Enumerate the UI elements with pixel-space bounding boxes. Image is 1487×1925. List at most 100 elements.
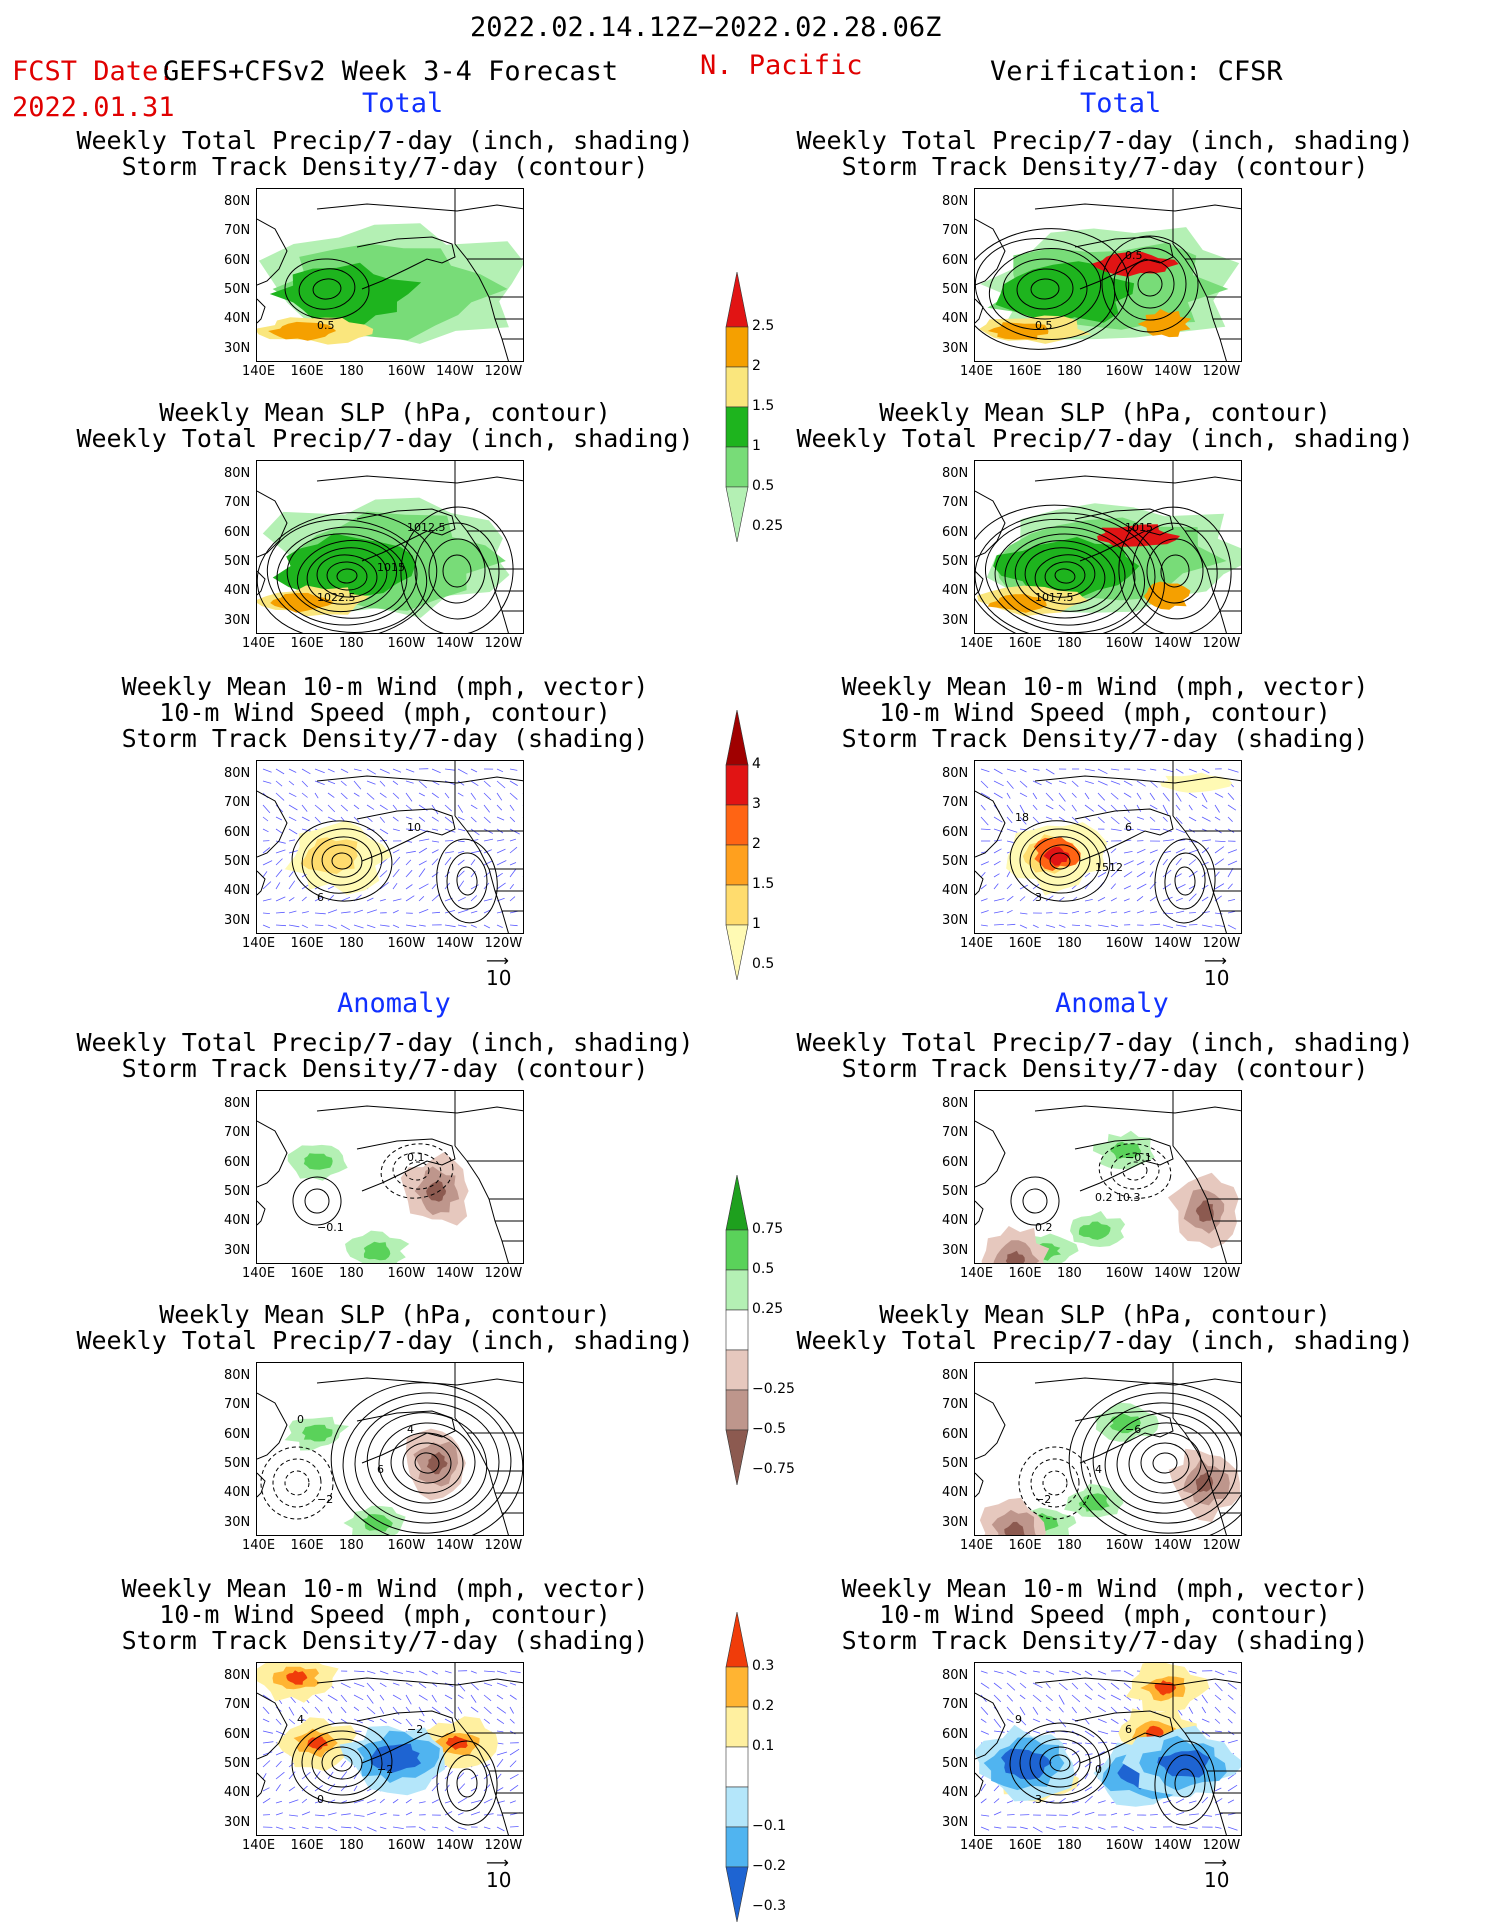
panel-title-line: Weekly Mean 10-m Wind (mph, vector) bbox=[121, 672, 649, 701]
colorbar-label: 2 bbox=[752, 358, 761, 374]
panel-title-line: Storm Track Density/7-day (contour) bbox=[841, 1054, 1369, 1083]
lat-tick-label: 80N bbox=[224, 1368, 251, 1383]
coastline bbox=[257, 189, 523, 361]
contour-set bbox=[292, 1176, 342, 1226]
lat-tick-label: 80N bbox=[224, 766, 251, 781]
lon-tick-label: 180 bbox=[339, 1538, 364, 1553]
lon-tick-label: 160E bbox=[1008, 364, 1042, 379]
colorbar-precip_anom bbox=[725, 1175, 749, 1485]
vector-reference-value: 10 bbox=[486, 966, 512, 990]
map-verification-5: −2 −6 4 bbox=[974, 1362, 1242, 1536]
precip-shade bbox=[1137, 309, 1192, 338]
map-verification-6: 3 6 0 9 bbox=[974, 1662, 1242, 1836]
contour-label: 0.2 bbox=[1035, 1221, 1053, 1234]
lat-tick-label: 80N bbox=[942, 194, 969, 209]
panel-title-line: Weekly Mean 10-m Wind (mph, vector) bbox=[121, 1574, 649, 1603]
contour-set bbox=[284, 258, 370, 320]
lat-tick-label: 50N bbox=[224, 553, 251, 569]
lon-tick-label: 160E bbox=[1008, 936, 1042, 951]
panel-title-line: Storm Track Density/7-day (contour) bbox=[121, 1054, 649, 1083]
lat-tick-label: 60N bbox=[942, 524, 969, 540]
lat-tick-label: 70N bbox=[224, 1125, 251, 1141]
lat-tick-label: 50N bbox=[224, 281, 251, 297]
lon-tick-label: 120W bbox=[1202, 1538, 1241, 1553]
lon-tick-label: 140E bbox=[242, 936, 276, 951]
panel-title-line: Weekly Total Precip/7-day (inch, shading… bbox=[796, 1028, 1414, 1057]
lat-tick-label: 30N bbox=[224, 1814, 251, 1830]
contour-label: 0.5 bbox=[317, 319, 335, 332]
lon-tick-label: 120W bbox=[1202, 1266, 1241, 1281]
lat-tick-label: 70N bbox=[224, 223, 251, 239]
map-verification-4: 0.2 −0.1 0.2 10.3 bbox=[974, 1090, 1242, 1264]
colorbar-label: 0.5 bbox=[752, 956, 775, 972]
lat-tick-label: 80N bbox=[224, 194, 251, 209]
lat-tick-label: 70N bbox=[942, 1125, 969, 1141]
colorbar-segment bbox=[725, 884, 749, 926]
panel-title-line: Weekly Total Precip/7-day (inch, shading… bbox=[76, 126, 694, 155]
storm-shade bbox=[1043, 846, 1070, 866]
panel-title-line: Storm Track Density/7-day (contour) bbox=[841, 152, 1369, 181]
lat-tick-label: 60N bbox=[942, 252, 969, 268]
contour-set bbox=[1098, 1143, 1172, 1199]
lat-tick-label: 30N bbox=[942, 612, 969, 628]
storm-anom-neg bbox=[1157, 1749, 1210, 1778]
colorbar-segment bbox=[725, 1666, 749, 1708]
colorbar-segment bbox=[725, 924, 749, 980]
coastline bbox=[975, 1363, 1241, 1535]
lon-tick-label: 140E bbox=[960, 364, 994, 379]
contour-set bbox=[975, 228, 1130, 350]
lon-tick-label: 180 bbox=[339, 1838, 364, 1853]
panel-title-line: 10-m Wind Speed (mph, contour) bbox=[879, 698, 1331, 727]
contour-label: 0.2 10.3 bbox=[1095, 1191, 1140, 1204]
lat-tick-label: 50N bbox=[224, 1183, 251, 1199]
lat-tick-label: 40N bbox=[942, 1213, 969, 1229]
colorbar-label: −0.75 bbox=[752, 1461, 795, 1477]
precip-anom-pos bbox=[303, 1153, 333, 1170]
lat-tick-label: 70N bbox=[224, 1397, 251, 1413]
lat-tick-label: 80N bbox=[942, 1368, 969, 1383]
contour-label: 9 bbox=[1015, 1713, 1022, 1726]
colorbar-label: −0.3 bbox=[752, 1898, 786, 1914]
panel-title-line: Weekly Total Precip/7-day (inch, shading… bbox=[76, 424, 694, 453]
lat-tick-label: 40N bbox=[942, 311, 969, 327]
wind-vectors bbox=[262, 768, 523, 931]
lat-tick-label: 40N bbox=[224, 583, 251, 599]
colorbar-segment bbox=[725, 1866, 749, 1922]
lon-tick-label: 120W bbox=[484, 936, 523, 951]
lat-tick-label: 80N bbox=[224, 466, 251, 481]
colorbar-label: 4 bbox=[752, 756, 761, 772]
precip-anom-neg bbox=[1004, 1521, 1025, 1535]
lon-tick-label: 160W bbox=[1105, 636, 1144, 651]
lon-tick-label: 160E bbox=[290, 636, 324, 651]
lat-tick-label: 50N bbox=[942, 1183, 969, 1199]
lon-tick-label: 140E bbox=[242, 364, 276, 379]
lat-tick-label: 50N bbox=[224, 1755, 251, 1771]
lon-tick-label: 120W bbox=[1202, 1838, 1241, 1853]
colorbar-segment bbox=[725, 1229, 749, 1271]
coastline bbox=[975, 1663, 1241, 1835]
panel-title-line: Weekly Total Precip/7-day (inch, shading… bbox=[796, 1326, 1414, 1355]
panel-title-line: Storm Track Density/7-day (shading) bbox=[121, 1626, 649, 1655]
lat-tick-label: 60N bbox=[942, 1426, 969, 1442]
colorbar-label: 0.1 bbox=[752, 1738, 775, 1754]
colorbar-segment bbox=[725, 326, 749, 368]
lon-tick-label: 140W bbox=[1154, 636, 1192, 651]
lon-tick-label: 140E bbox=[960, 636, 994, 651]
panel-title-line: Weekly Mean SLP (hPa, contour) bbox=[159, 398, 611, 427]
coastline bbox=[257, 1663, 523, 1835]
lon-tick-label: 140E bbox=[960, 1266, 994, 1281]
lon-tick-label: 180 bbox=[1057, 1838, 1082, 1853]
lon-tick-label: 120W bbox=[484, 1266, 523, 1281]
storm-shade bbox=[300, 837, 358, 874]
contour-label: 0 bbox=[317, 1793, 324, 1806]
lat-tick-label: 40N bbox=[224, 311, 251, 327]
section-total-right: Total bbox=[1080, 88, 1162, 119]
colorbar-segment bbox=[725, 1786, 749, 1828]
contour-label: 1017.5 bbox=[1035, 591, 1074, 604]
lon-tick-label: 180 bbox=[1057, 364, 1082, 379]
vector-reference: ⟶ 10 bbox=[486, 1853, 512, 1893]
lat-tick-label: 50N bbox=[942, 853, 969, 869]
panel-title-line: Weekly Mean SLP (hPa, contour) bbox=[879, 1300, 1331, 1329]
lon-tick-label: 140E bbox=[242, 636, 276, 651]
lon-tick-label: 160W bbox=[387, 1266, 426, 1281]
